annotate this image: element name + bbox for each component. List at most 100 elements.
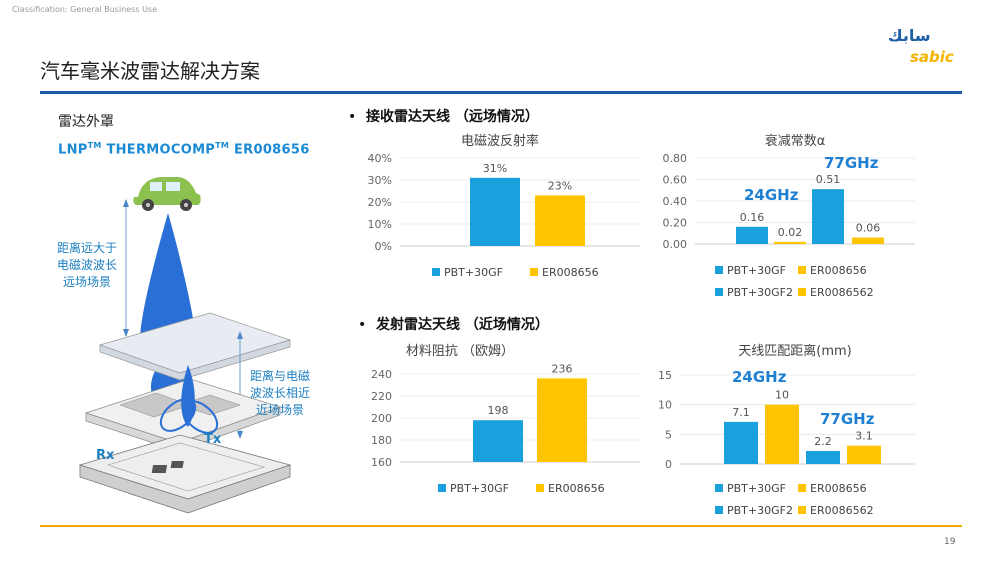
- legend-label: ER008656: [810, 482, 867, 495]
- slide-title: 汽车毫米波雷达解决方案: [40, 59, 260, 83]
- trademark-mark: TM: [87, 141, 102, 150]
- chart-title: 衰减常数α: [764, 134, 826, 149]
- legend-swatch: [798, 484, 806, 492]
- annotation-line: 波波长相近: [249, 386, 310, 400]
- legend-swatch: [715, 288, 723, 296]
- legend-swatch: [438, 484, 446, 492]
- bar: [537, 378, 587, 462]
- page-number: 19: [944, 537, 956, 547]
- product-code: ER008656: [229, 142, 310, 158]
- data-label: 31%: [483, 162, 507, 175]
- data-label: 198: [488, 404, 509, 417]
- legend-swatch: [715, 484, 723, 492]
- bar: [736, 226, 768, 244]
- legend-item: PBT+30GF2: [715, 286, 793, 299]
- chart-title: 电磁波反射率: [460, 134, 539, 149]
- annotation-line: 电磁波波长: [56, 258, 117, 272]
- annotation-line: 近场场景: [255, 403, 304, 417]
- legend-item: PBT+30GF2: [715, 504, 793, 517]
- chart-svg: 0.00 0.20 0.40 0.60 0.80 0.16 0.02 0.51 0.06: [663, 152, 915, 251]
- y-tick-label: 15: [658, 369, 672, 382]
- legend-label: PBT+30GF2: [727, 504, 793, 517]
- legend-item: PBT+30GF: [715, 264, 786, 277]
- legend-item: ER008656: [798, 482, 867, 495]
- legend-swatch: [798, 266, 806, 274]
- annotation-line: 距离远大于: [56, 241, 117, 255]
- legend-label: ER008656: [542, 266, 599, 279]
- y-tick-label: 0%: [375, 240, 392, 253]
- data-label: 236: [552, 362, 573, 375]
- bar: [765, 404, 799, 464]
- legend-item: ER0086562: [798, 504, 874, 517]
- annotation-line: 距离与电磁: [249, 369, 310, 383]
- data-label: 0.06: [856, 222, 881, 235]
- chart-impedance: 材料阻抗 （欧姆） 160 180 200 220 240 198 236 PBT+30GF ER…: [350, 338, 650, 508]
- y-tick-label: 160: [371, 456, 392, 469]
- y-tick-label: 180: [371, 434, 392, 447]
- frequency-group-label: 77GHz: [820, 410, 875, 428]
- y-tick-label: 0.20: [663, 217, 688, 230]
- legend-swatch: [798, 506, 806, 514]
- y-tick-label: 0.00: [663, 238, 688, 251]
- section-label: 发射雷达天线 （近场情况）: [376, 317, 549, 333]
- y-tick-label: 5: [665, 428, 672, 441]
- car-icon: [133, 177, 201, 211]
- legend-item: ER008656: [536, 482, 605, 495]
- legend-label: PBT+30GF: [727, 264, 786, 277]
- data-label: 23%: [548, 179, 572, 192]
- tx-label: Tx: [204, 432, 222, 447]
- chart-attenuation: 衰减常数α 0.00 0.20 0.40 0.60 0.80 0.16 0.02 0.51 0.0…: [640, 128, 940, 308]
- data-label: 3.1: [855, 430, 873, 443]
- legend-swatch: [530, 268, 538, 276]
- legend-swatch: [432, 268, 440, 276]
- legend-item: ER0086562: [798, 286, 874, 299]
- bar: [470, 177, 520, 246]
- legend-label: ER0086562: [810, 504, 874, 517]
- data-label: 7.1: [732, 406, 750, 419]
- bullet: •: [358, 317, 367, 333]
- legend-swatch: [798, 288, 806, 296]
- legend-label: PBT+30GF: [450, 482, 509, 495]
- bullet: •: [348, 109, 357, 125]
- legend-label: PBT+30GF: [444, 266, 503, 279]
- chart-svg: 0 5 10 15 7.1 10 2.2 3.1: [658, 369, 915, 471]
- frequency-group-label: 24GHz: [744, 186, 799, 204]
- product-name: LNPTM THERMOCOMPTM ER008656: [58, 141, 310, 157]
- radome-plate: [98, 312, 292, 374]
- legend-swatch: [715, 506, 723, 514]
- bar: [535, 195, 585, 246]
- section-heading-transmit: • 发射雷达天线 （近场情况）: [358, 314, 549, 334]
- frequency-group-label: 24GHz: [732, 368, 787, 386]
- legend-item: PBT+30GF: [438, 482, 509, 495]
- legend-label: ER0086562: [810, 286, 874, 299]
- legend-item: PBT+30GF: [715, 482, 786, 495]
- data-label: 0.02: [778, 226, 803, 239]
- y-tick-label: 0: [665, 458, 672, 471]
- bar: [806, 450, 840, 464]
- legend-item: ER008656: [798, 264, 867, 277]
- legend-item: PBT+30GF: [432, 266, 503, 279]
- bar: [724, 421, 758, 464]
- legend-item: ER008656: [530, 266, 599, 279]
- legend-swatch: [715, 266, 723, 274]
- y-tick-label: 0.80: [663, 152, 688, 165]
- product-prefix: LNP: [58, 142, 88, 158]
- far-field-annotation: 距离远大于 电磁波波长 远场场景: [52, 240, 122, 291]
- product-brand: THERMOCOMP: [101, 142, 216, 158]
- y-tick-label: 10%: [368, 218, 392, 231]
- logo-arabic-text: سابك: [888, 26, 931, 45]
- legend-swatch: [536, 484, 544, 492]
- bar: [847, 445, 881, 464]
- y-tick-label: 220: [371, 390, 392, 403]
- bar: [473, 420, 523, 462]
- chart-svg: 160 180 200 220 240 198 236: [371, 362, 640, 469]
- y-tick-label: 200: [371, 412, 392, 425]
- frequency-group-label: 77GHz: [824, 154, 879, 172]
- data-label: 0.51: [816, 173, 841, 186]
- legend-label: ER008656: [548, 482, 605, 495]
- legend-label: ER008656: [810, 264, 867, 277]
- section-heading-receive: • 接收雷达天线 （远场情况）: [348, 106, 539, 126]
- data-label: 0.16: [740, 211, 765, 224]
- y-tick-label: 30%: [368, 174, 392, 187]
- y-tick-label: 40%: [368, 152, 392, 165]
